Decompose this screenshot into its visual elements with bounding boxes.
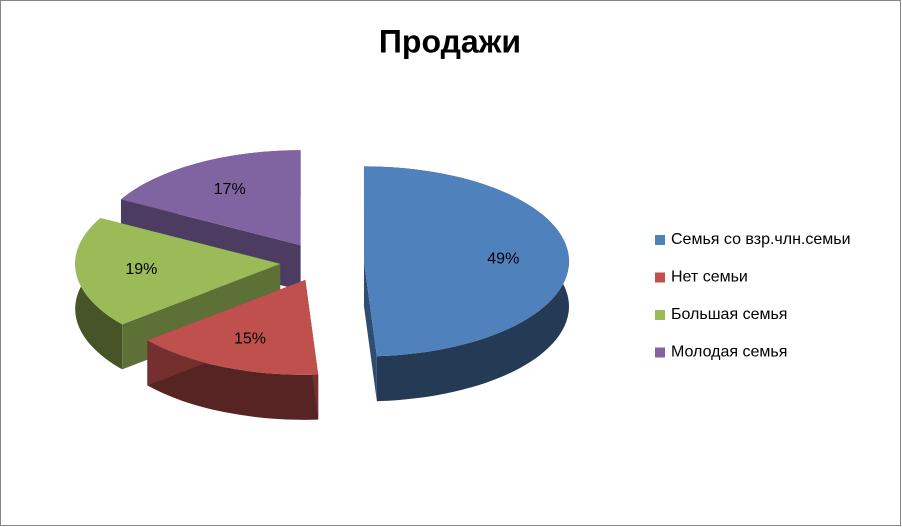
slice [120, 150, 301, 246]
legend-label: Семья со взр.члн.семьи [671, 231, 851, 248]
data-label: 17% [214, 181, 246, 198]
legend-label: Молодая семья [671, 344, 787, 361]
slice-side [363, 261, 377, 402]
data-label: 19% [125, 261, 157, 278]
legend-label: Нет семьи [671, 269, 748, 286]
slice [75, 218, 281, 325]
slice [147, 279, 319, 375]
data-label: 15% [234, 330, 266, 347]
legend-label: Большая семья [671, 306, 787, 323]
data-label: 49% [487, 251, 519, 268]
legend-swatch [655, 235, 665, 245]
legend-swatch [655, 347, 665, 358]
legend-swatch [655, 310, 665, 320]
chart-title: Продажи [379, 23, 521, 59]
legend-swatch [655, 272, 665, 283]
slice [363, 166, 569, 357]
